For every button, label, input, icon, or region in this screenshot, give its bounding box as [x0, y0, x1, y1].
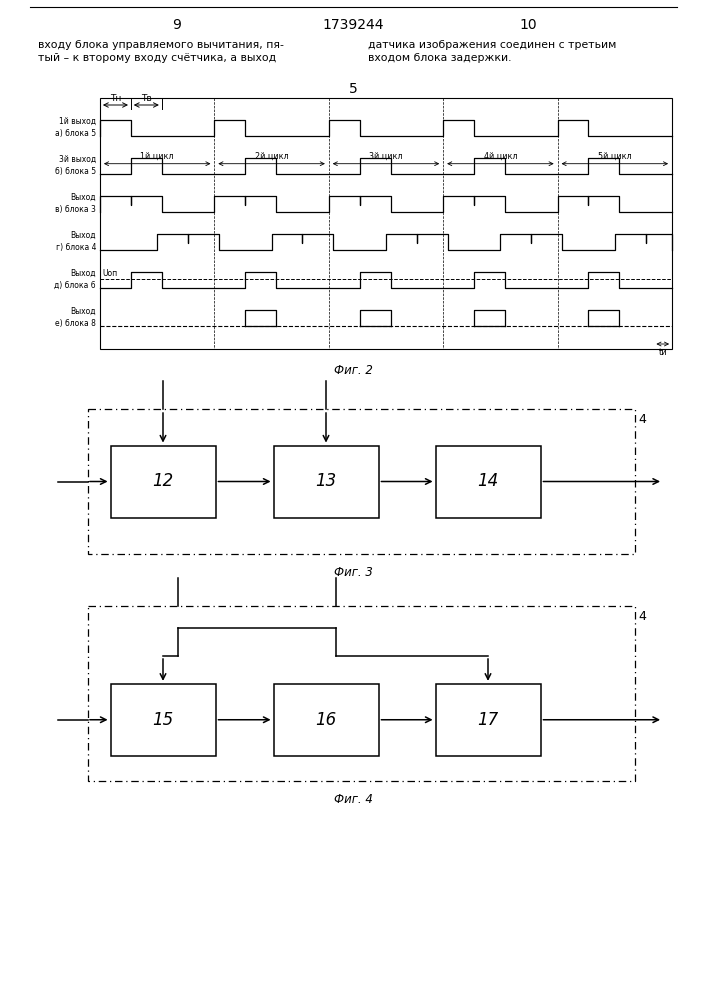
- Bar: [274, 684, 378, 756]
- Text: входом блока задержки.: входом блока задержки.: [368, 53, 511, 63]
- Bar: [436, 684, 540, 756]
- Text: Тн: Тн: [110, 94, 121, 103]
- Text: Фиг. 3: Фиг. 3: [334, 566, 373, 579]
- Bar: [274, 446, 378, 518]
- Text: 12: 12: [153, 473, 174, 490]
- Text: входу блока управляемого вычитания, пя-: входу блока управляемого вычитания, пя-: [38, 40, 284, 50]
- Text: Выход
в) блока 3: Выход в) блока 3: [55, 193, 96, 214]
- Text: 5: 5: [349, 82, 357, 96]
- Text: 14: 14: [477, 473, 498, 490]
- Text: 1й выход
а) блока 5: 1й выход а) блока 5: [55, 117, 96, 138]
- Text: Тв: Тв: [141, 94, 152, 103]
- Text: 1739244: 1739244: [322, 18, 384, 32]
- Text: 4: 4: [638, 610, 646, 623]
- Text: Фиг. 4: Фиг. 4: [334, 793, 373, 806]
- Text: Фиг. 2: Фиг. 2: [334, 364, 373, 377]
- Text: 3й цикл: 3й цикл: [369, 152, 403, 161]
- Text: 4й цикл: 4й цикл: [484, 152, 517, 161]
- Text: 16: 16: [315, 711, 337, 729]
- Text: tи: tи: [658, 348, 667, 357]
- Text: 5й цикл: 5й цикл: [598, 152, 631, 161]
- Text: 9: 9: [173, 18, 182, 32]
- Text: датчика изображения соединен с третьим: датчика изображения соединен с третьим: [368, 40, 617, 50]
- Bar: [88, 409, 635, 554]
- Text: 1й цикл: 1й цикл: [141, 152, 174, 161]
- Text: Выход
е) блока 8: Выход е) блока 8: [55, 307, 96, 328]
- Bar: [436, 446, 540, 518]
- Text: тый – к второму входу счётчика, а выход: тый – к второму входу счётчика, а выход: [38, 53, 276, 63]
- Text: 3й выход
б) блока 5: 3й выход б) блока 5: [55, 155, 96, 176]
- Bar: [100, 98, 672, 349]
- Text: 4: 4: [638, 413, 646, 426]
- Text: 17: 17: [477, 711, 498, 729]
- Text: 15: 15: [153, 711, 174, 729]
- Text: Выход
д) блока 6: Выход д) блока 6: [54, 269, 96, 290]
- Bar: [110, 684, 216, 756]
- Text: Uоп: Uоп: [102, 269, 117, 278]
- Bar: [110, 446, 216, 518]
- Bar: [88, 606, 635, 781]
- Text: 13: 13: [315, 473, 337, 490]
- Text: 2й цикл: 2й цикл: [255, 152, 288, 161]
- Text: Выход
г) блока 4: Выход г) блока 4: [56, 231, 96, 252]
- Text: 10: 10: [519, 18, 537, 32]
